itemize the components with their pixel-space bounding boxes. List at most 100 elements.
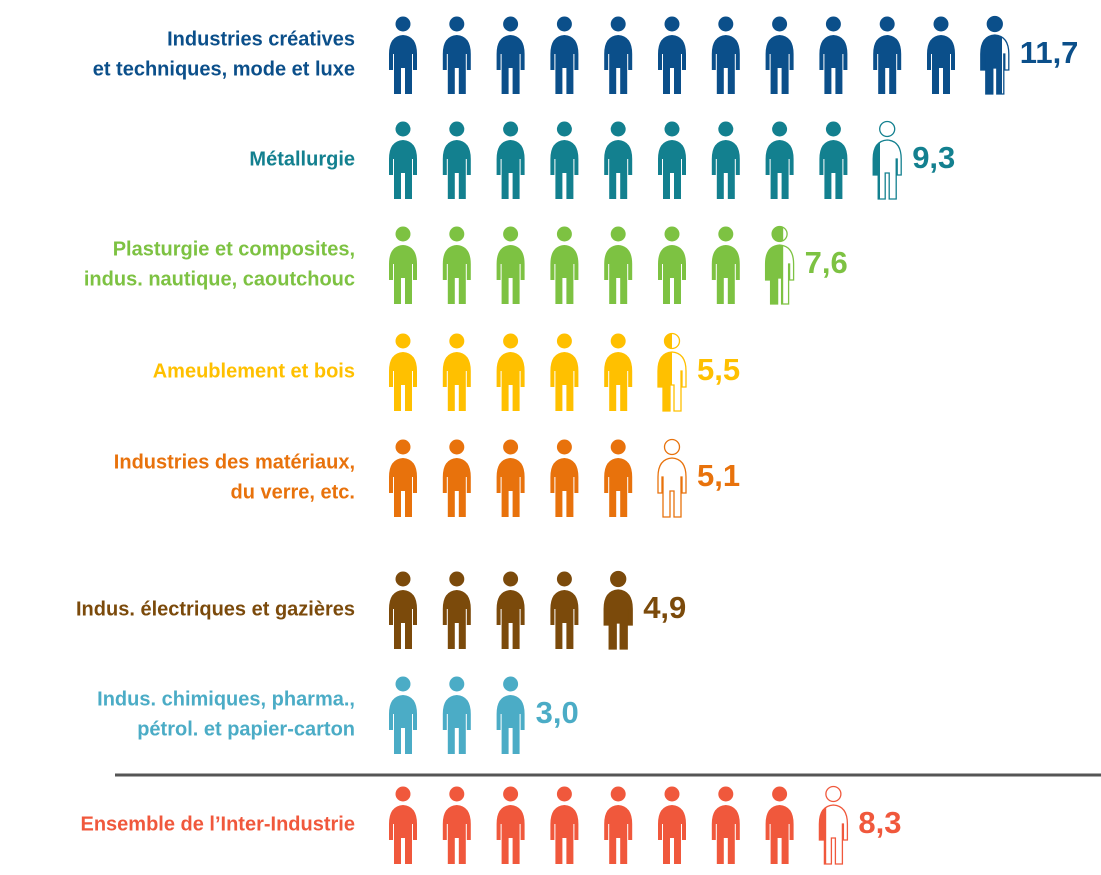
icon-head — [663, 438, 681, 456]
icon-fill — [496, 676, 525, 754]
icon-fill — [496, 121, 525, 199]
icon — [764, 225, 795, 305]
category-label: Plasturgie et composites, — [113, 238, 355, 260]
icon — [658, 121, 686, 199]
icon-fill — [389, 226, 417, 304]
icon-head — [879, 120, 896, 138]
icon-body — [819, 140, 848, 199]
icon-body — [658, 352, 672, 411]
icon-body — [389, 35, 417, 94]
icon-fill — [496, 439, 525, 517]
icon-body — [389, 352, 417, 411]
icon-fill — [658, 226, 686, 304]
icon — [658, 226, 686, 304]
icon-body — [496, 695, 525, 754]
icon-fill — [442, 786, 471, 864]
icon-fill — [496, 571, 525, 649]
icon-body — [604, 590, 633, 649]
icon-head — [395, 16, 411, 32]
icon-body — [604, 245, 633, 304]
icon-head — [610, 439, 626, 455]
icon-body — [658, 245, 686, 304]
icon — [765, 786, 794, 864]
icon-head — [556, 439, 572, 455]
category-label: pétrol. et papier-carton — [137, 718, 355, 740]
icon-fill — [550, 226, 579, 304]
icon-head — [556, 786, 572, 802]
icon-body — [604, 352, 633, 411]
icon-fill — [873, 126, 881, 199]
icon-fill — [765, 786, 794, 864]
icon-fill — [604, 121, 633, 199]
icon — [550, 571, 579, 649]
icon-body — [442, 695, 471, 754]
icon — [496, 786, 525, 864]
icon — [927, 16, 955, 94]
icon-body — [496, 805, 525, 864]
icon-fill — [442, 676, 471, 754]
icon-head — [556, 333, 572, 349]
icon-fill — [873, 16, 902, 94]
icon — [442, 786, 471, 864]
icon-head — [503, 786, 519, 802]
icon — [980, 15, 1010, 95]
icon-fill — [550, 786, 579, 864]
icon-fill — [389, 571, 417, 649]
icon-head — [825, 16, 841, 32]
icon-head — [395, 226, 411, 242]
icon — [550, 786, 579, 864]
icon-fill — [550, 571, 579, 649]
icon-head — [664, 121, 680, 137]
category-label: Ensemble de l’Inter-Industrie — [80, 813, 355, 835]
icon — [389, 676, 417, 754]
icon — [496, 571, 525, 649]
icon-body — [496, 245, 525, 304]
icon-body — [711, 805, 740, 864]
icon — [711, 121, 740, 199]
icon-head — [449, 786, 465, 802]
icon-body — [765, 245, 784, 304]
icon-fill — [604, 226, 633, 304]
icon-head — [987, 16, 1002, 32]
icon — [389, 226, 417, 304]
icon-body — [442, 140, 471, 199]
icon-fill — [711, 121, 740, 199]
icon-fill — [550, 439, 579, 517]
icon-head — [449, 226, 465, 242]
icon-body — [389, 695, 417, 754]
icon-fill — [604, 16, 633, 94]
icon-body — [442, 805, 471, 864]
icon-head — [772, 121, 788, 137]
icon-body — [927, 35, 955, 94]
icon-head — [449, 676, 465, 692]
icon-body — [550, 590, 579, 649]
icon-head — [610, 226, 626, 242]
value-label: 5,1 — [697, 458, 740, 493]
icon-body — [496, 35, 525, 94]
icon — [389, 786, 417, 864]
icon-body — [442, 352, 471, 411]
icon — [442, 439, 471, 517]
icon-fill — [604, 439, 633, 517]
icon-head — [556, 226, 572, 242]
icon-head — [664, 786, 680, 802]
icon-head — [718, 786, 734, 802]
icon-body — [550, 458, 579, 517]
icon-head — [825, 791, 827, 797]
category-label: Indus. électriques et gazières — [76, 598, 355, 620]
category-label: Indus. chimiques, pharma., — [97, 688, 355, 710]
icon-head — [503, 571, 519, 587]
icon — [550, 226, 579, 304]
icon-body — [658, 805, 686, 864]
icon-body — [442, 245, 471, 304]
icon-fill — [604, 333, 633, 411]
value-label: 3,0 — [536, 695, 579, 730]
icon-fill — [658, 333, 672, 411]
icon — [496, 226, 525, 304]
icon-body — [389, 458, 417, 517]
icon-head — [503, 333, 519, 349]
icon-body — [550, 140, 579, 199]
icon — [442, 121, 471, 199]
icon-fill — [765, 226, 784, 304]
category-label: Industries des matériaux, — [114, 451, 355, 473]
